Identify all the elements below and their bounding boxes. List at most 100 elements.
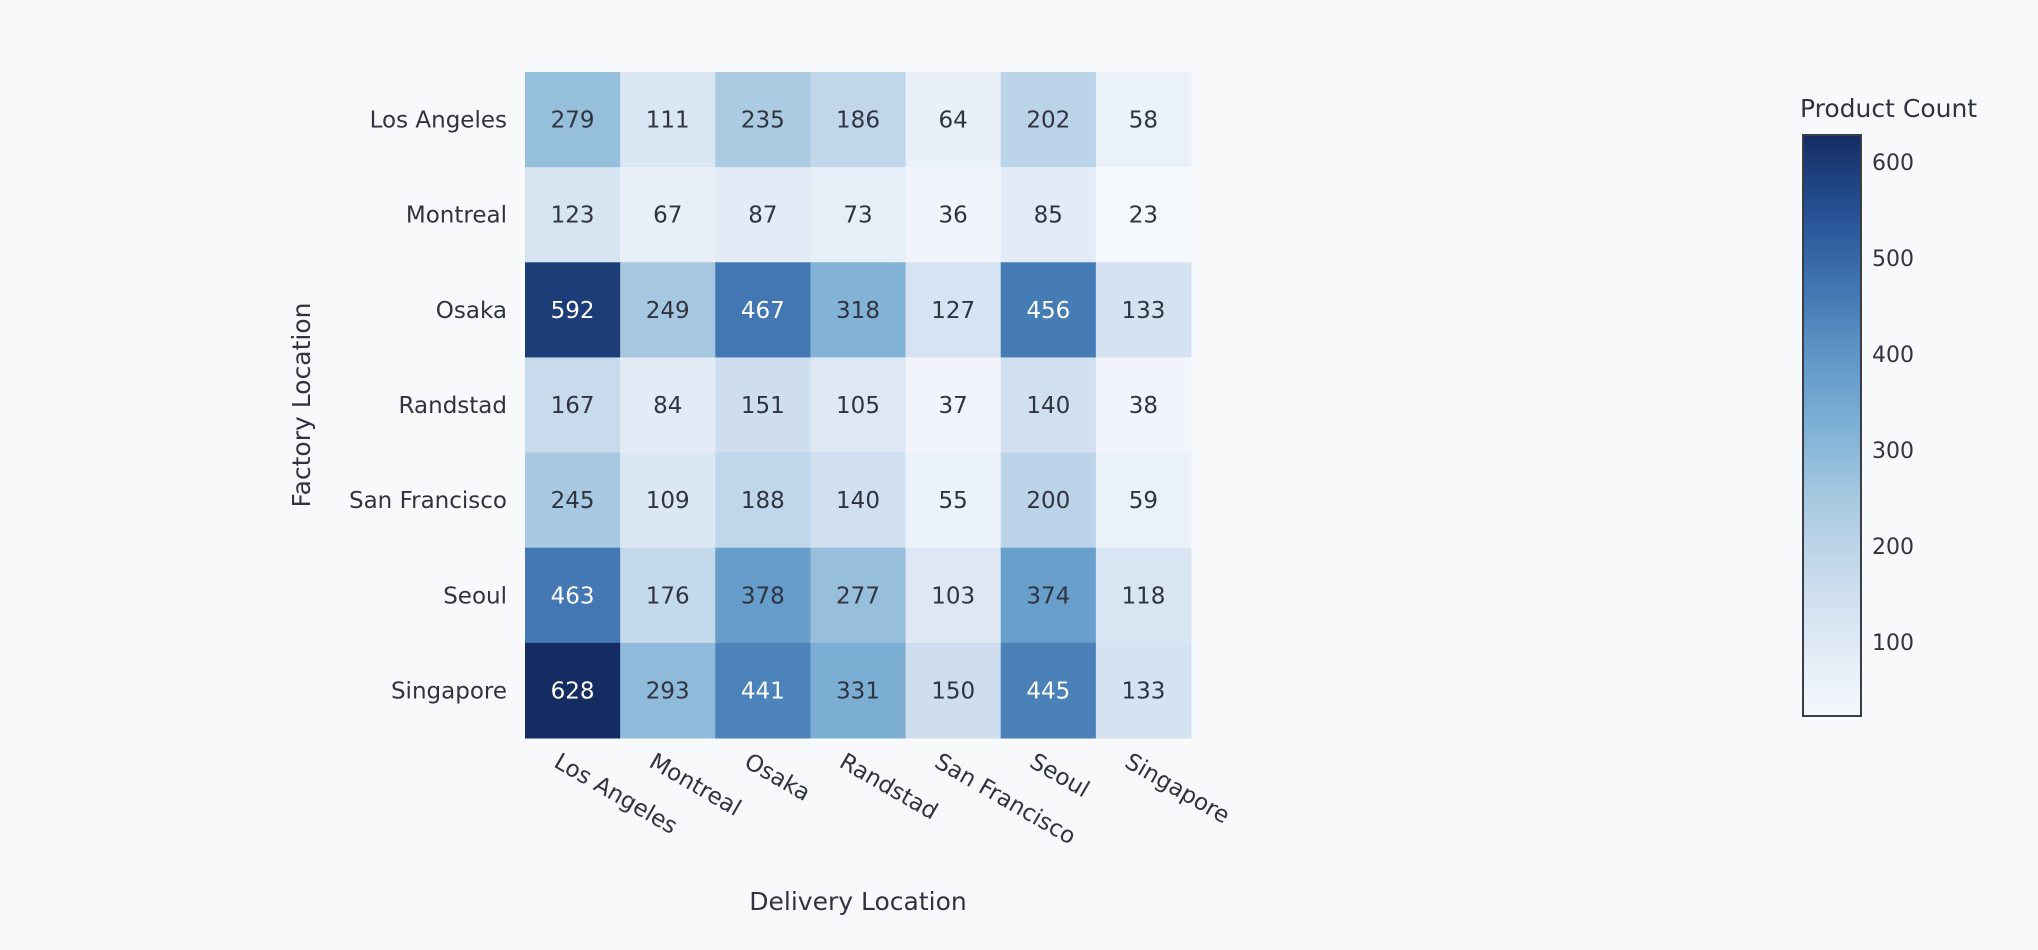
y-tick-label: Singapore (391, 678, 507, 704)
x-tick-label: Seoul (1025, 749, 1093, 803)
cell-value-label: 235 (741, 108, 785, 134)
colorbar-tick-label: 300 (1872, 439, 1914, 464)
cell-value-label: 456 (1026, 298, 1070, 324)
heatmap-cell (620, 167, 716, 263)
heatmap-cell (715, 167, 811, 263)
heatmap-cell (905, 262, 1002, 358)
x-tick-label: Singapore (1120, 749, 1233, 830)
x-tick-label: Osaka (740, 749, 815, 807)
cell-value-label: 109 (646, 488, 690, 514)
cell-value-label: 87 (748, 203, 777, 229)
cell-value-label: 592 (551, 298, 595, 324)
cell-value-label: 318 (836, 298, 880, 324)
heatmap-cells: 279 111 235 186 64 202 58 123 67 87 73 36 85 23 592 249… (525, 72, 1192, 739)
cell-value-label: 628 (551, 678, 595, 704)
colorbar-title: Product Count (1800, 94, 1977, 123)
cell-value-label: 186 (836, 108, 880, 134)
y-tick-label: Los Angeles (370, 108, 507, 134)
heatmap-cell (620, 357, 716, 454)
heatmap-cell (905, 72, 1002, 168)
x-tick-label: Randstad (835, 749, 942, 826)
heatmap-cell (620, 72, 716, 168)
cell-value-label: 123 (551, 203, 595, 229)
heatmap-cell (1000, 72, 1097, 168)
cell-value-label: 202 (1026, 108, 1070, 134)
colorbar (1802, 134, 1862, 717)
heatmap-cell (905, 642, 1002, 739)
cell-value-label: 188 (741, 488, 785, 514)
colorbar-tick-label: 500 (1872, 247, 1914, 272)
cell-value-label: 249 (646, 298, 690, 324)
cell-value-label: 277 (836, 583, 880, 609)
cell-value-label: 23 (1129, 203, 1158, 229)
heatmap-cell (1095, 72, 1192, 168)
heatmap-cell (620, 547, 716, 644)
colorbar-tick-label: 200 (1872, 535, 1914, 560)
cell-value-label: 37 (939, 393, 968, 419)
heatmap-cell (525, 642, 621, 739)
heatmap-cell (715, 452, 811, 549)
heatmap-cell (905, 452, 1002, 549)
heatmap-cell (1095, 547, 1192, 644)
heatmap-cell (810, 72, 907, 168)
heatmap-cell (525, 72, 621, 168)
heatmap-cell (525, 452, 621, 549)
heatmap-cell (1000, 262, 1097, 358)
heatmap-cell (810, 167, 907, 263)
heatmap-cell (810, 642, 907, 739)
heatmap-cell (715, 357, 811, 454)
cell-value-label: 103 (931, 583, 975, 609)
heatmap-cell (525, 547, 621, 644)
x-axis-title: Delivery Location (749, 887, 966, 916)
cell-value-label: 374 (1026, 583, 1070, 609)
cell-value-label: 441 (741, 678, 785, 704)
cell-value-label: 58 (1129, 108, 1158, 134)
cell-value-label: 331 (836, 678, 880, 704)
cell-value-label: 151 (741, 393, 785, 419)
heatmap-cell (1000, 357, 1097, 454)
cell-value-label: 167 (551, 393, 595, 419)
heatmap-cell (715, 262, 811, 358)
cell-value-label: 293 (646, 678, 690, 704)
heatmap-cell (715, 642, 811, 739)
cell-value-label: 85 (1034, 203, 1063, 229)
cell-value-label: 73 (843, 203, 872, 229)
y-tick-label: San Francisco (349, 488, 507, 514)
heatmap-cell (905, 547, 1002, 644)
heatmap-cell (810, 262, 907, 358)
heatmap-cell (1095, 357, 1192, 454)
cell-value-label: 111 (646, 108, 690, 134)
heatmap-cell (525, 357, 621, 454)
heatmap-cell (1000, 547, 1097, 644)
cell-value-label: 445 (1026, 678, 1070, 704)
cell-value-label: 140 (836, 488, 880, 514)
colorbar-tick-label: 100 (1872, 631, 1914, 656)
y-tick-label: Montreal (406, 203, 507, 229)
heatmap-cell (1000, 167, 1097, 263)
cell-value-label: 67 (653, 203, 682, 229)
cell-value-label: 140 (1026, 393, 1070, 419)
heatmap-cell (1000, 452, 1097, 549)
heatmap-cell (620, 262, 716, 358)
cell-value-label: 463 (551, 583, 595, 609)
y-tick-label: Seoul (443, 583, 507, 609)
y-tick-labels: Los Angeles Montreal Osaka Randstad San Fran… (349, 108, 507, 705)
colorbar-ticks: 100 200 300 400 500 600 (1872, 151, 1914, 656)
heatmap-cell (1095, 262, 1192, 358)
cell-value-label: 38 (1129, 393, 1158, 419)
colorbar-tick-label: 400 (1872, 343, 1914, 368)
cell-value-label: 64 (939, 108, 968, 134)
heatmap-cell (715, 72, 811, 168)
cell-value-label: 59 (1129, 488, 1158, 514)
y-tick-label: Osaka (436, 298, 507, 324)
cell-value-label: 84 (653, 393, 682, 419)
cell-value-label: 279 (551, 108, 595, 134)
cell-value-label: 200 (1026, 488, 1070, 514)
heatmap-cell (905, 167, 1002, 263)
heatmap-cell (620, 452, 716, 549)
heatmap-cell (810, 547, 907, 644)
cell-value-label: 467 (741, 298, 785, 324)
heatmap-cell (1000, 642, 1097, 739)
